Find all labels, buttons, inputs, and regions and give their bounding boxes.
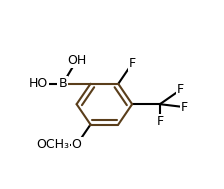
Text: HO: HO (29, 77, 48, 90)
Text: OCH₃: OCH₃ (36, 138, 69, 151)
Text: F: F (129, 57, 136, 70)
Text: OH: OH (67, 54, 86, 67)
Text: F: F (156, 115, 164, 128)
Text: F: F (177, 83, 184, 96)
Text: O: O (72, 138, 82, 151)
Text: F: F (181, 101, 188, 114)
Text: B: B (58, 77, 67, 90)
